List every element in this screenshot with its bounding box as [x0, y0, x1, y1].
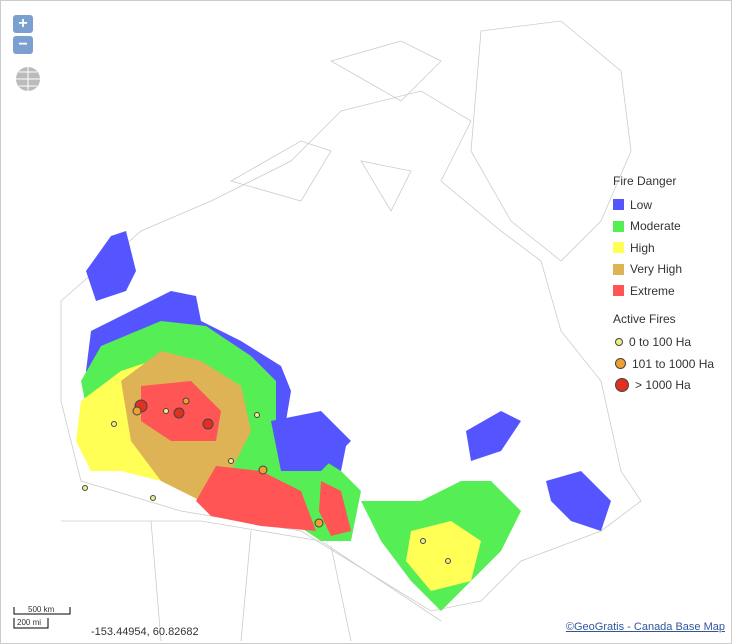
legend-item: Moderate [613, 216, 714, 238]
fire-marker [132, 406, 142, 416]
legend-item: 101 to 1000 Ha [613, 353, 714, 375]
fire-marker [202, 418, 214, 430]
scale-km: 500 km [28, 605, 55, 614]
scale-mi: 200 mi [17, 618, 42, 627]
region-extreme [196, 466, 316, 531]
legend-label: 101 to 1000 Ha [632, 356, 715, 371]
region-low [86, 231, 136, 301]
zoom-in[interactable]: + [13, 15, 33, 33]
legend-title: Active Fires [613, 311, 676, 326]
globe-icon [16, 67, 40, 91]
coordinates: -153.44954, 60.82682 [91, 626, 199, 638]
fire-marker [173, 407, 185, 419]
legend-swatch [615, 358, 626, 370]
legend-label: Extreme [630, 283, 675, 298]
legend-label: Low [630, 197, 653, 212]
region-high [406, 521, 481, 591]
legend-item: Low [613, 194, 714, 216]
legend-item: High [613, 237, 714, 259]
legend-group: 0 to 100 Ha 101 to 1000 Ha > 1000 Ha [613, 332, 714, 397]
fire-marker [163, 408, 169, 414]
legend-swatch [615, 378, 629, 393]
region-low [271, 411, 351, 471]
legend-label: Moderate [630, 219, 681, 234]
legend-label: > 1000 Ha [635, 378, 691, 393]
legend-label: High [630, 240, 655, 255]
legend-label: Very High [630, 262, 683, 277]
attribution-link[interactable]: ©GeoGratis - Canada Base Map [565, 621, 725, 633]
us-borders [61, 520, 442, 642]
legend-group: Low Moderate High Very High Extreme [613, 194, 714, 302]
zoom-out[interactable]: − [13, 36, 33, 54]
fire-marker [82, 485, 88, 491]
scale-bar [13, 607, 71, 629]
region-low [466, 411, 521, 461]
legend-swatch [613, 263, 624, 275]
legend-swatch [613, 242, 624, 254]
region-low [546, 471, 611, 531]
fire-marker [182, 397, 190, 405]
fire-marker [314, 518, 324, 528]
fire-marker [111, 421, 117, 427]
legend-item: Very High [613, 259, 714, 281]
fire-marker [258, 465, 268, 475]
fire-marker [445, 558, 451, 564]
region-extreme [319, 481, 351, 536]
legend-item: 0 to 100 Ha [613, 332, 714, 354]
legend-swatch [613, 199, 624, 211]
legend-label: 0 to 100 Ha [629, 335, 692, 350]
fire-marker [150, 495, 156, 501]
fire-marker [228, 458, 234, 464]
legend-swatch [615, 338, 623, 347]
fire-marker [420, 538, 426, 544]
globe-lines [16, 67, 40, 91]
legend-item: Extreme [613, 280, 714, 302]
fire-danger-regions [76, 231, 611, 611]
legend-swatch [613, 220, 624, 232]
arctic-islands [229, 40, 442, 212]
legend: Fire Danger Low Moderate High Very High Extr… [613, 174, 714, 396]
legend-title: Fire Danger [613, 174, 677, 188]
greenland-outline [470, 20, 632, 262]
legend-item: > 1000 Ha [613, 375, 714, 397]
fire-markers [82, 397, 451, 564]
fire-marker [254, 412, 260, 418]
legend-swatch [613, 285, 624, 297]
